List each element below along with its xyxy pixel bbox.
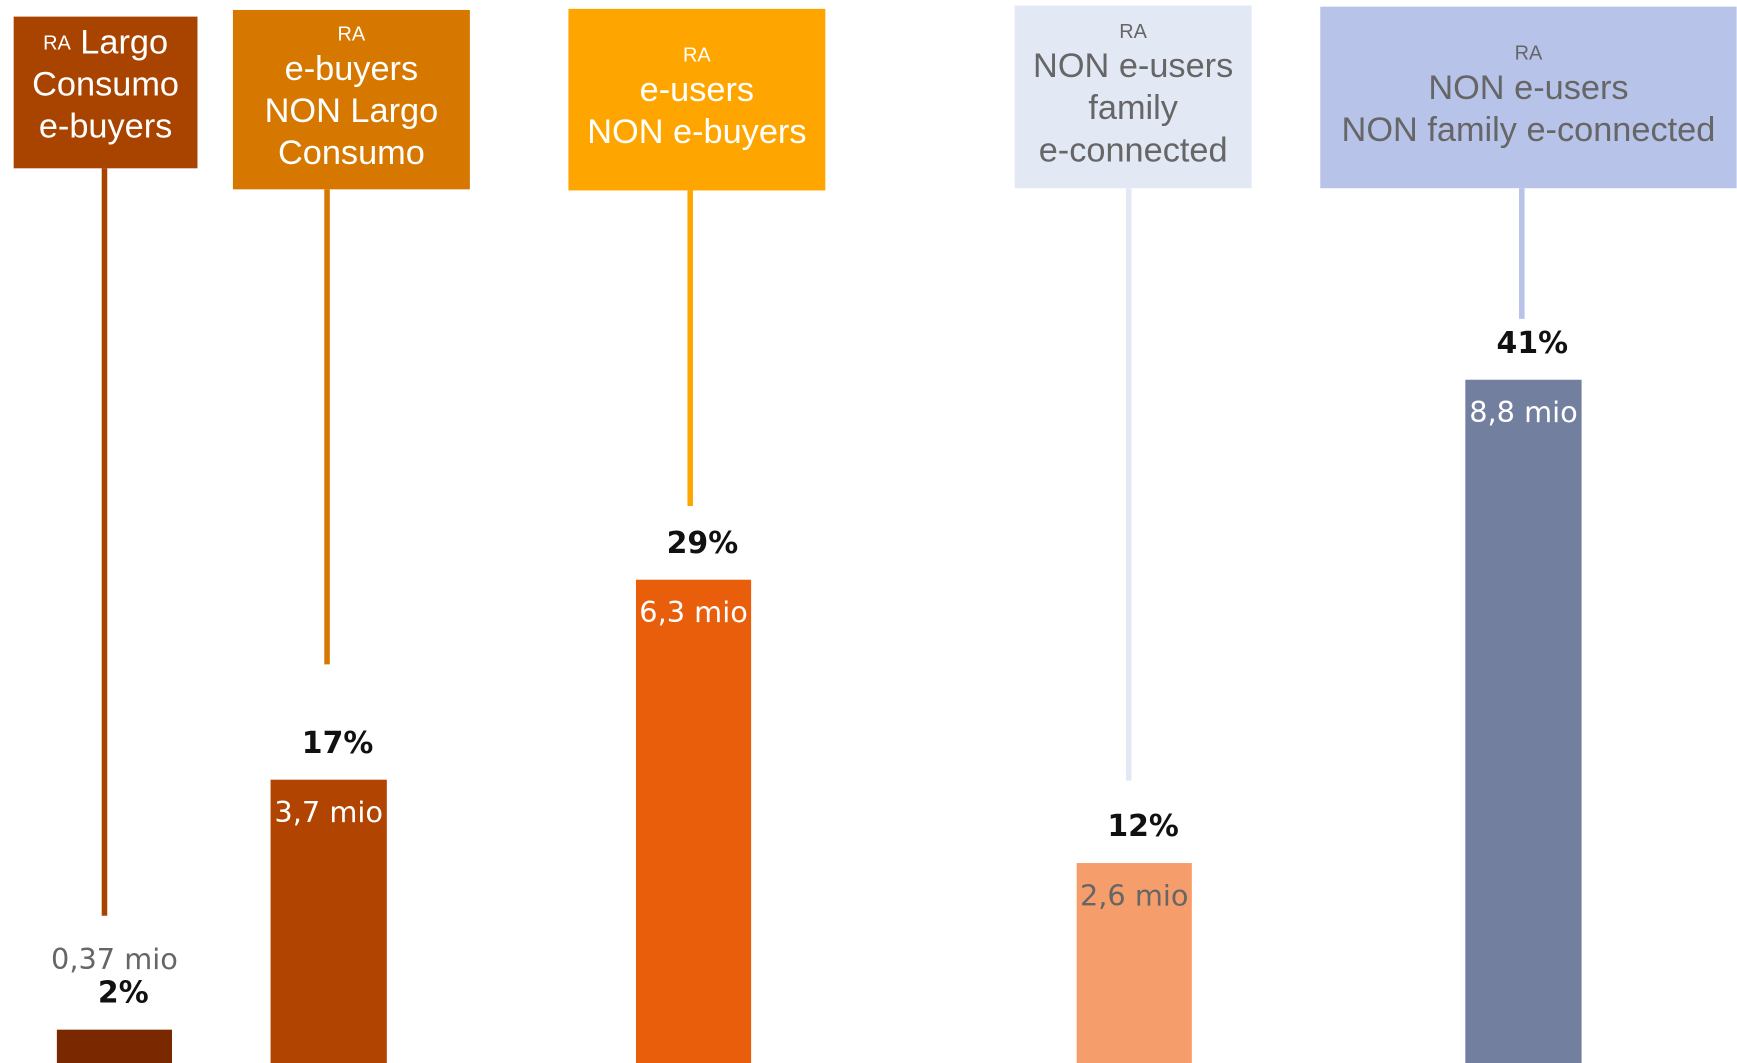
value-label: 2%: [98, 976, 149, 1011]
category-label: NON e-users: [1428, 69, 1628, 107]
category-label: e-connected: [1039, 131, 1228, 169]
category-box: [1320, 6, 1737, 189]
category-label: family: [1088, 89, 1178, 127]
volume-label: 3,7 mio: [274, 795, 383, 829]
value-label: 29%: [667, 526, 739, 561]
category-line: Largo: [80, 23, 168, 61]
value-label: 12%: [1107, 809, 1179, 844]
category-label: RA Largo: [43, 23, 168, 61]
category-prefix: RA: [43, 33, 71, 55]
category-prefix: RA: [1119, 21, 1147, 43]
value-label: 17%: [302, 726, 374, 761]
bar: [270, 779, 387, 1063]
category-label: e-buyers: [39, 108, 173, 146]
category-label: NON family e-connected: [1342, 111, 1716, 149]
category-label: NON Largo: [265, 92, 439, 130]
volume-label: 6,3 mio: [639, 595, 748, 629]
category-prefix: RA: [1515, 43, 1543, 65]
category-box: [568, 8, 826, 191]
category-box: [1014, 5, 1252, 189]
bar: [1465, 379, 1582, 1063]
category-prefix: RA: [683, 45, 711, 67]
category-label: Consumo: [32, 65, 179, 103]
volume-label: 8,8 mio: [1469, 395, 1578, 429]
value-label: 41%: [1497, 326, 1569, 361]
category-prefix: RA: [338, 24, 366, 46]
category-label: Consumo: [278, 134, 425, 172]
category-box: [13, 16, 198, 169]
bar: [1076, 863, 1192, 1063]
volume-label: 2,6 mio: [1080, 878, 1189, 912]
bar: [56, 1029, 173, 1063]
category-label: e-users: [640, 71, 754, 109]
bar: [635, 579, 752, 1063]
volume-label: 0,37 mio: [51, 942, 178, 976]
category-label: NON e-users: [1033, 47, 1233, 85]
category-box: [232, 9, 470, 190]
category-label: NON e-buyers: [587, 113, 806, 151]
category-label: e-buyers: [285, 50, 419, 88]
